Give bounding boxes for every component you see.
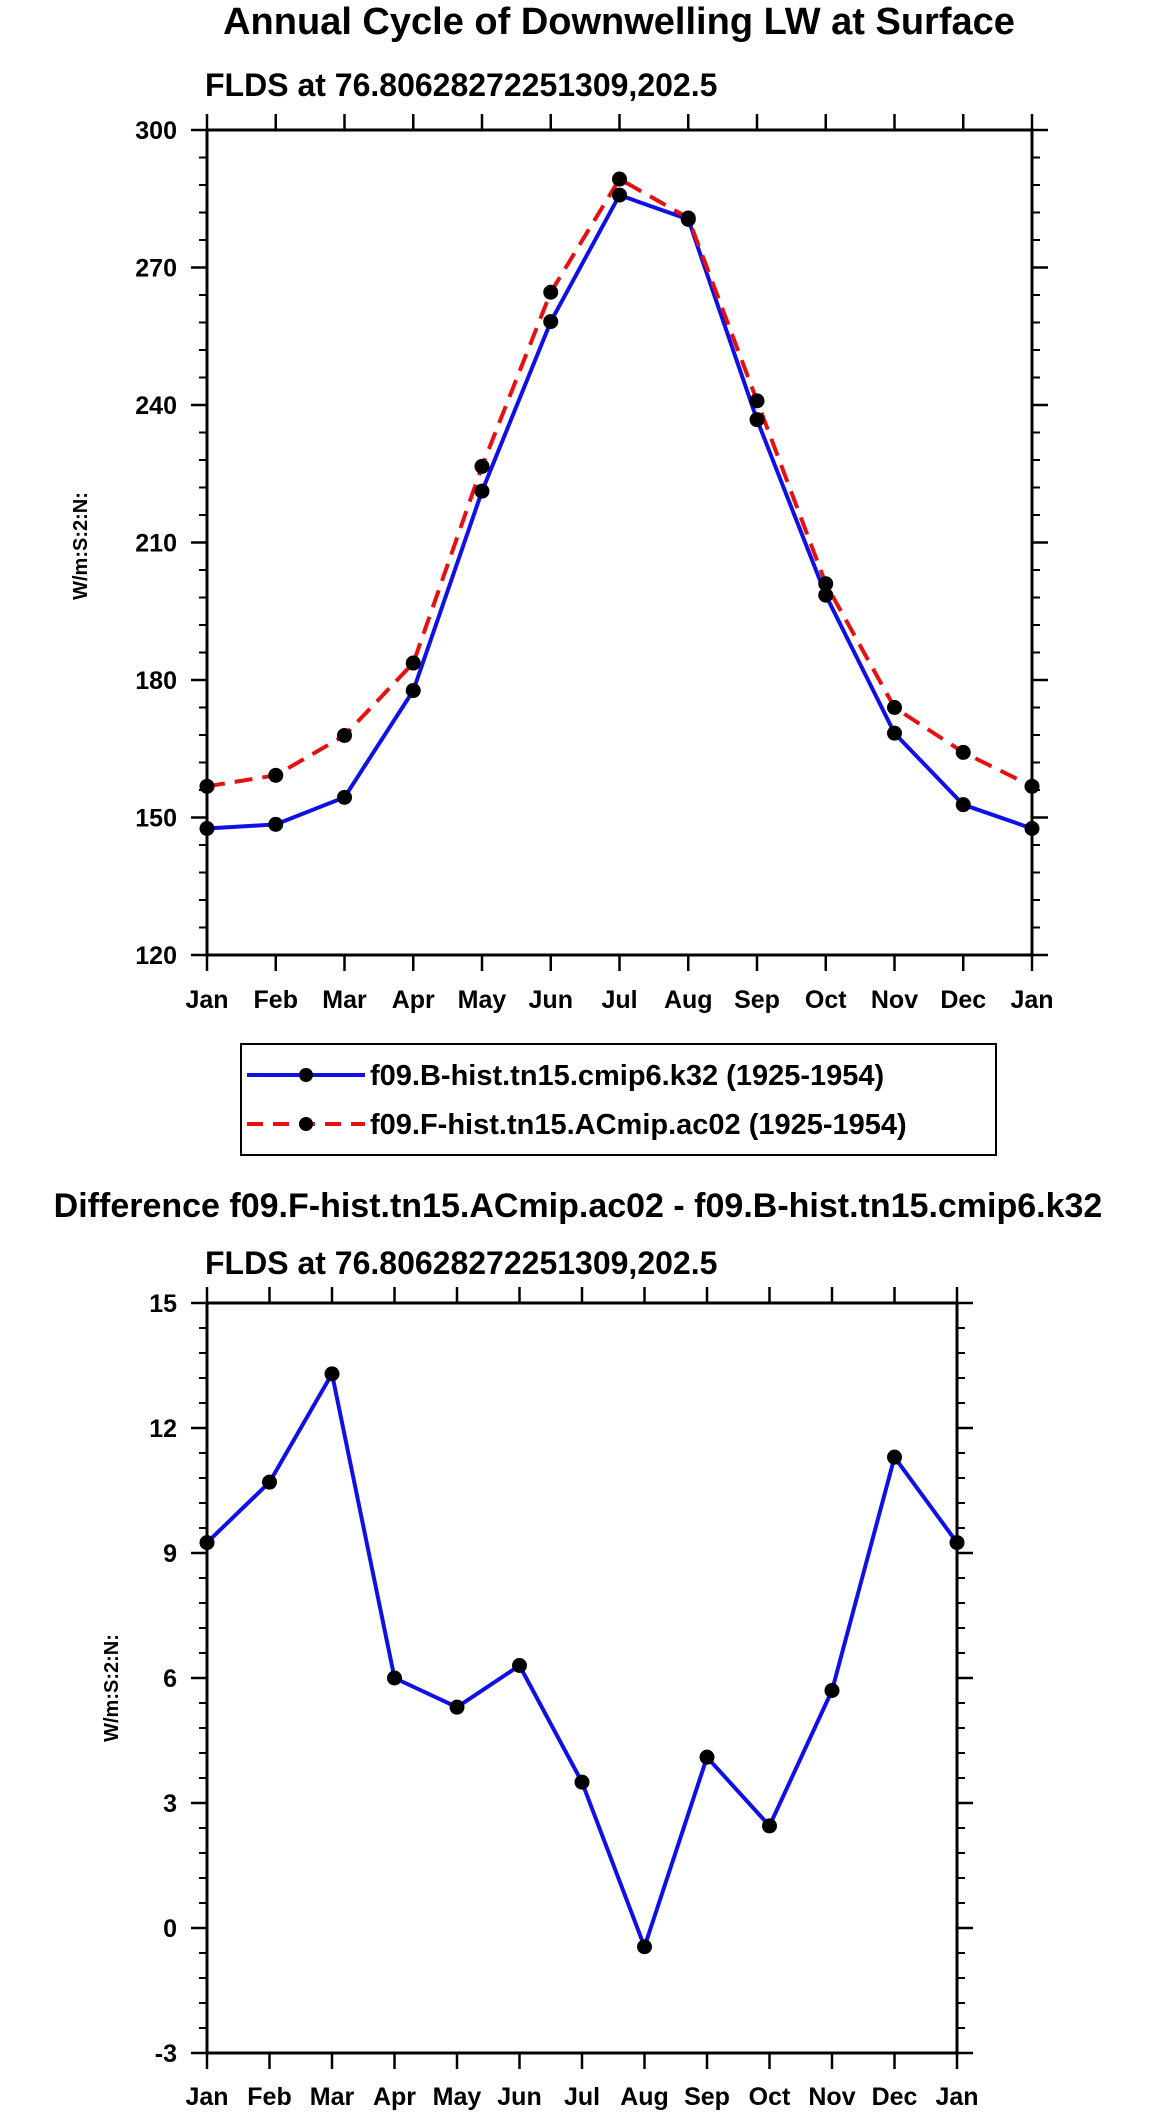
chart1-legend: f09.B-hist.tn15.cmip6.k32 (1925-1954) f0… [240,1043,997,1156]
chart2-ytick-label: 15 [149,1290,177,1318]
legend-marker-series-1 [299,1068,313,1082]
chart2-series-1-point [262,1474,277,1490]
chart1-series-1-point [612,187,627,203]
chart1-xtick-label: Jun [529,986,573,1014]
legend-marker-series-2 [299,1117,313,1131]
chart2-series-1-point [512,1658,527,1673]
chart1-series-1-point [1024,821,1040,836]
chart1-title: Annual Cycle of Downwelling LW at Surfac… [223,1,1015,43]
chart2-series-1-point [324,1366,340,1382]
chart2-series-1-point [574,1774,590,1790]
chart1-series-1-point [268,816,284,832]
chart1-series-1-point [474,483,490,499]
chart1-series-1-point [818,587,834,603]
chart2-series-1-point [887,1449,902,1465]
chart1-series-2-point [543,284,559,300]
chart1-ytick-label: 270 [135,255,177,283]
chart2-xtick-label: Oct [749,2083,791,2111]
chart1-series-2-point [749,393,765,409]
chart1-series-2-point [818,576,834,592]
chart1-ytick-label: 210 [135,530,177,558]
chart1-xtick-label: Oct [805,986,847,1014]
chart1-xtick-label: Feb [254,986,298,1014]
chart1-subtitle: FLDS at 76.80628272251309,202.5 [205,67,717,103]
chart1-xtick-label: Aug [664,986,713,1014]
chart2-xtick-label: Jul [564,2083,600,2111]
chart2-series-1-point [199,1535,215,1551]
chart1-series-2-point [268,767,284,783]
chart1-series-2-point [337,727,352,743]
chart1-ylabel: W/m:S:2:N: [70,492,92,600]
chart1-ytick-label: 300 [135,117,177,145]
chart2-series-1-point [699,1749,715,1765]
chart2-xtick-label: Mar [310,2083,355,2111]
chart1-series-2-point [887,700,902,715]
chart2-xtick-label: Sep [684,2083,730,2111]
chart1-series-1-point [955,797,971,813]
chart1-series-2-point [405,655,421,671]
chart2-xtick-label: Nov [808,2083,855,2111]
chart2-xtick-label: Jan [185,2083,228,2111]
chart2-xtick-label: Jan [935,2083,978,2111]
chart1-series-line-2 [206,177,1033,789]
chart1-plot-area: 120 150 180 210 240 270 300 Jan Feb Mar Apr May Jun J… [135,114,1054,1014]
chart1-xtick-label: Jul [601,986,637,1014]
chart2-ytick-label: 12 [149,1415,177,1443]
chart2-xtick-label: Feb [247,2083,291,2111]
chart1-series-2-point [955,744,971,760]
chart2-xtick-label: Apr [373,2083,416,2111]
legend-box [240,1043,997,1156]
chart2-xtick-label: Aug [620,2083,669,2111]
chart2-ytick-label: 0 [163,1915,177,1943]
chart1-xtick-label: Nov [871,986,918,1014]
chart1-xtick-label: Mar [322,986,367,1014]
legend-label-series-2: f09.F-hist.tn15.ACmip.ac02 (1925-1954) [370,1109,907,1141]
chart1-series-1-point [543,314,559,330]
chart2-series-line-1 [205,1371,959,1949]
chart1-series-2-point [612,171,627,187]
chart2-ytick-label: 9 [163,1540,177,1568]
chart2-series-1-point [637,1939,652,1955]
chart2-subtitle: FLDS at 76.80628272251309,202.5 [205,1245,717,1281]
chart1-xtick-label: Jan [1010,986,1053,1014]
chart1-ytick-label: 150 [135,805,177,833]
chart1-series-2-point [1024,778,1040,794]
chart1-ytick-label: 180 [135,667,177,695]
chart1-series-1-point [887,725,902,741]
chart1-ytick-label: 120 [135,942,177,970]
chart1-series-1-point [405,683,421,699]
chart2-xtick-label: May [433,2083,482,2111]
chart2-ytick-label: 6 [163,1665,177,1693]
chart1-xtick-label: Sep [734,986,780,1014]
chart1-series-line-1 [206,193,1033,831]
chart2-ytick-label: -3 [155,2040,177,2068]
chart1-xtick-label: Jan [185,986,228,1014]
chart2-ytick-label: 3 [163,1790,177,1818]
chart2-series-1-point [387,1670,402,1686]
chart2-plot-area: -3 0 3 6 9 12 15 Jan Feb Mar Apr May Jun Jul Aug Sep Oct… [149,1287,979,2111]
legend-label-series-1: f09.B-hist.tn15.cmip6.k32 (1925-1954) [370,1060,884,1092]
chart2-series-1-point [449,1699,465,1715]
chart1-series-2-point [474,458,490,474]
chart1-frame [205,128,1034,957]
chart1-series-2-point [680,210,696,226]
chart1-ytick-label: 240 [135,392,177,420]
chart2-ylabel: W/m:S:2:N: [101,1634,123,1742]
chart1-xtick-label: May [458,986,507,1014]
chart2-frame [205,1301,959,2055]
chart1-xtick-label: Dec [940,986,986,1014]
chart1-series-1-point [337,789,352,805]
chart2-xtick-label: Dec [872,2083,918,2111]
chart1-series-2-point [199,778,215,794]
chart1-series-1-point [749,412,765,428]
chart2-title: Difference f09.F-hist.tn15.ACmip.ac02 - … [54,1187,1103,1225]
chart2-series-1-point [762,1818,777,1834]
chart2-series-1-point [949,1535,965,1551]
chart1-xtick-label: Apr [392,986,435,1014]
chart2-xtick-label: Jun [497,2083,541,2111]
chart1-series-1-point [199,821,215,836]
chart2-series-1-point [824,1683,840,1698]
